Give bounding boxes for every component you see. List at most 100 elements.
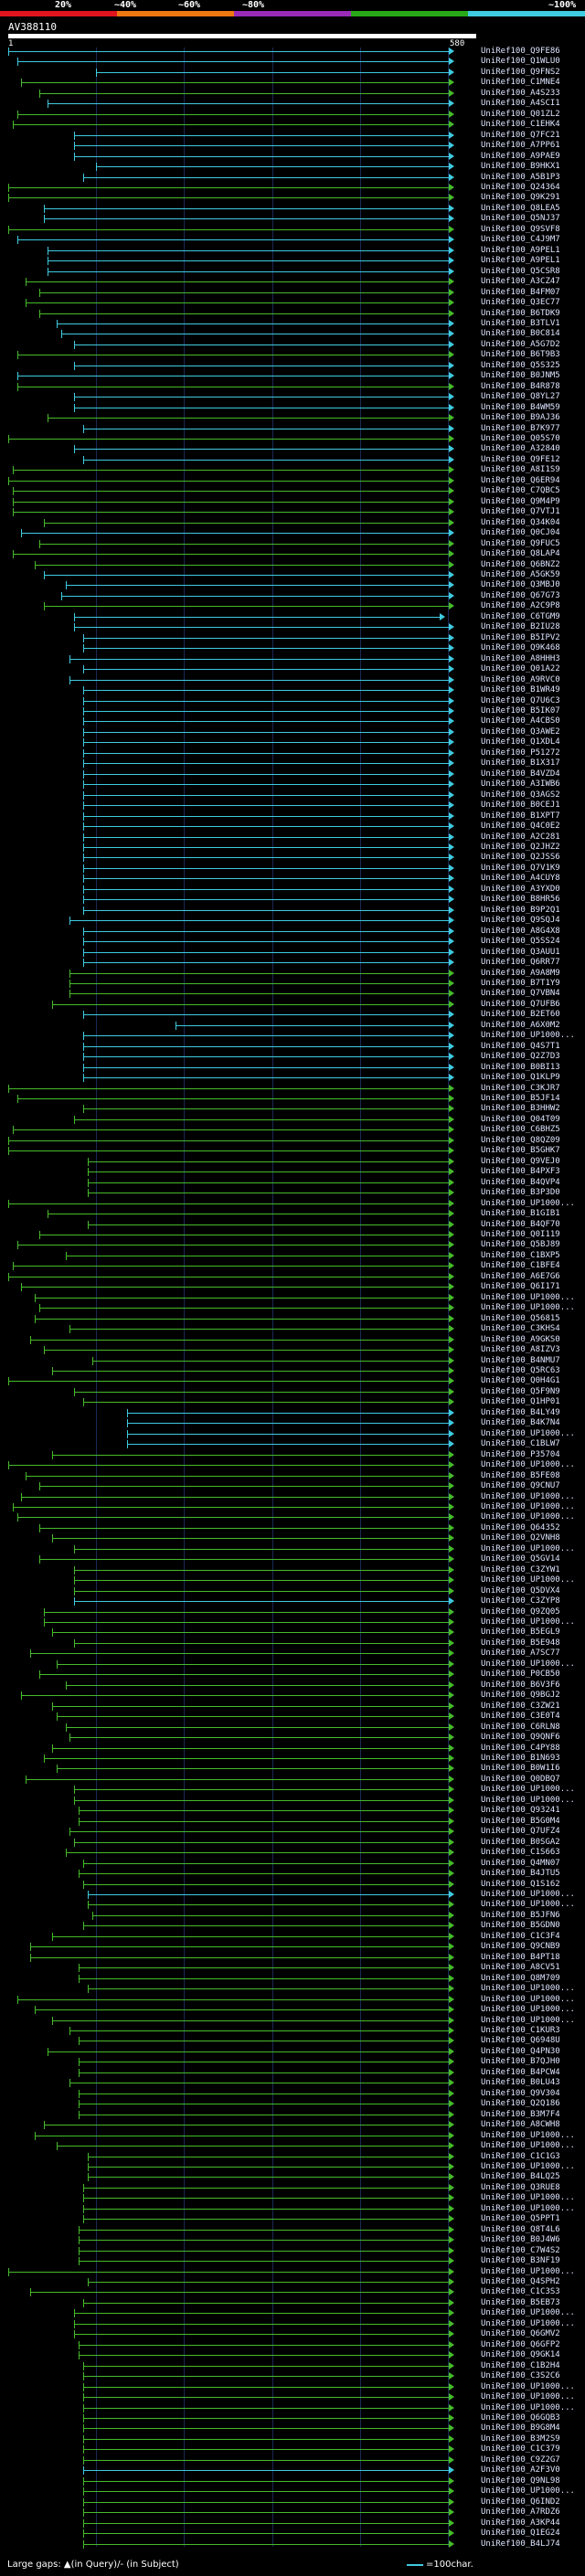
hit-label[interactable]: UniRef100_Q7VBN4	[481, 989, 560, 999]
hit-label[interactable]: UniRef100_C1B2H4	[481, 2360, 560, 2370]
hit-label[interactable]: UniRef100_UP1000...	[481, 2005, 575, 2015]
hit-line[interactable]	[74, 1642, 449, 1644]
hit-label[interactable]: UniRef100_Q9CNU7	[481, 1481, 560, 1491]
hit-label[interactable]: UniRef100_Q5F9N9	[481, 1386, 560, 1396]
hit-label[interactable]: UniRef100_A8CV51	[481, 1963, 560, 1973]
hit-line[interactable]	[30, 1653, 449, 1655]
hit-line[interactable]	[87, 2166, 449, 2168]
hit-line[interactable]	[87, 1171, 449, 1173]
hit-label[interactable]: UniRef100_B0W1I6	[481, 1764, 560, 1774]
hit-label[interactable]: UniRef100_B1N693	[481, 1754, 560, 1764]
hit-label[interactable]: UniRef100_B4LJ74	[481, 2539, 560, 2549]
hit-label[interactable]: UniRef100_C7QBC5	[481, 486, 560, 496]
hit-label[interactable]: UniRef100_B1X317	[481, 758, 560, 769]
hit-label[interactable]: UniRef100_A7PP61	[481, 141, 560, 151]
hit-label[interactable]: UniRef100_UP1000...	[481, 1031, 575, 1041]
hit-label[interactable]: UniRef100_P35704	[481, 1449, 560, 1459]
hit-label[interactable]: UniRef100_B9AJ36	[481, 413, 560, 423]
hit-line[interactable]	[69, 1329, 449, 1330]
hit-label[interactable]: UniRef100_P0CB50	[481, 1670, 560, 1680]
hit-label[interactable]: UniRef100_C3KHS4	[481, 1324, 560, 1334]
hit-label[interactable]: UniRef100_B4LY49	[481, 1407, 560, 1417]
hit-label[interactable]: UniRef100_B0SGA2	[481, 1837, 560, 1847]
hit-line[interactable]	[69, 658, 449, 660]
hit-label[interactable]: UniRef100_B4K7N4	[481, 1418, 560, 1428]
hit-line[interactable]	[82, 648, 449, 650]
hit-label[interactable]: UniRef100_Q9BGJ2	[481, 1691, 560, 1701]
hit-line[interactable]	[82, 637, 449, 639]
hit-line[interactable]	[87, 1904, 449, 1906]
hit-label[interactable]: UniRef100_Q1KLP9	[481, 1073, 560, 1083]
hit-line[interactable]	[82, 742, 449, 744]
hit-line[interactable]	[82, 2501, 449, 2503]
hit-line[interactable]	[8, 439, 449, 440]
hit-label[interactable]: UniRef100_Q4PN30	[481, 2046, 560, 2056]
hit-line[interactable]	[82, 731, 449, 733]
hit-label[interactable]: UniRef100_A8I1S9	[481, 465, 560, 475]
hit-label[interactable]: UniRef100_P51272	[481, 747, 560, 758]
hit-line[interactable]	[57, 323, 449, 324]
hit-line[interactable]	[82, 888, 449, 890]
hit-label[interactable]: UniRef100_UP1000...	[481, 2318, 575, 2328]
hit-label[interactable]: UniRef100_B0BI13	[481, 1062, 560, 1072]
hit-line[interactable]	[57, 2146, 449, 2147]
hit-line[interactable]	[82, 2428, 449, 2430]
hit-line[interactable]	[74, 1548, 449, 1550]
hit-line[interactable]	[82, 815, 449, 817]
hit-line[interactable]	[79, 2072, 449, 2073]
hit-label[interactable]: UniRef100_C7W4S2	[481, 2245, 560, 2255]
hit-label[interactable]: UniRef100_C1BLW7	[481, 1439, 560, 1449]
hit-label[interactable]: UniRef100_UP1000...	[481, 2392, 575, 2402]
hit-label[interactable]: UniRef100_B4FM07	[481, 287, 560, 297]
hit-line[interactable]	[82, 784, 449, 786]
hit-line[interactable]	[82, 1108, 449, 1110]
hit-label[interactable]: UniRef100_Q5GV14	[481, 1554, 560, 1564]
hit-label[interactable]: UniRef100_B4QF70	[481, 1219, 560, 1229]
hit-label[interactable]: UniRef100_C3ZYP8	[481, 1596, 560, 1606]
hit-label[interactable]: UniRef100_B0LU43	[481, 2078, 560, 2088]
hit-line[interactable]	[57, 1716, 449, 1718]
hit-label[interactable]: UniRef100_B0J4W6	[481, 2235, 560, 2245]
hit-label[interactable]: UniRef100_Q4S7T1	[481, 1041, 560, 1051]
hit-line[interactable]	[82, 2208, 449, 2210]
hit-line[interactable]	[79, 2344, 449, 2346]
hit-line[interactable]	[82, 2198, 449, 2200]
hit-label[interactable]: UniRef100_Q5PPT1	[481, 2214, 560, 2224]
hit-label[interactable]: UniRef100_Q1EG24	[481, 2528, 560, 2539]
hit-label[interactable]: UniRef100_Q7VTJ1	[481, 507, 560, 517]
hit-line[interactable]	[12, 554, 449, 556]
hit-line[interactable]	[12, 512, 449, 514]
hit-line[interactable]	[79, 1873, 449, 1875]
hit-label[interactable]: UniRef100_C1BXP5	[481, 1250, 560, 1260]
hit-label[interactable]: UniRef100_UP1000...	[481, 2486, 575, 2496]
hit-line[interactable]	[38, 313, 449, 314]
hit-label[interactable]: UniRef100_B4PCW4	[481, 2067, 560, 2077]
hit-line[interactable]	[74, 2334, 449, 2336]
hit-label[interactable]: UniRef100_A4CUY8	[481, 874, 560, 884]
hit-line[interactable]	[82, 836, 449, 838]
hit-label[interactable]: UniRef100_Q01ZL2	[481, 109, 560, 119]
hit-line[interactable]	[74, 2313, 449, 2315]
hit-line[interactable]	[82, 867, 449, 869]
hit-line[interactable]	[82, 2418, 449, 2420]
hit-line[interactable]	[82, 2470, 449, 2472]
hit-label[interactable]: UniRef100_B5JF14	[481, 1094, 560, 1104]
hit-line[interactable]	[74, 134, 449, 136]
hit-line[interactable]	[79, 2229, 449, 2231]
hit-label[interactable]: UniRef100_B5FE08	[481, 1470, 560, 1480]
hit-label[interactable]: UniRef100_UP1000...	[481, 1890, 575, 1899]
hit-line[interactable]	[43, 218, 449, 220]
hit-label[interactable]: UniRef100_B2IU28	[481, 622, 560, 632]
hit-line[interactable]	[82, 2376, 449, 2378]
hit-line[interactable]	[82, 1066, 449, 1068]
hit-line[interactable]	[74, 2323, 449, 2325]
hit-label[interactable]: UniRef100_C6RLN8	[481, 1722, 560, 1732]
hit-line[interactable]	[127, 1444, 449, 1446]
hit-label[interactable]: UniRef100_Q6948U	[481, 2036, 560, 2046]
hit-line[interactable]	[82, 794, 449, 796]
hit-label[interactable]: UniRef100_C1C379	[481, 2444, 560, 2454]
hit-line[interactable]	[74, 627, 449, 629]
hit-label[interactable]: UniRef100_Q0I119	[481, 1230, 560, 1239]
hit-line[interactable]	[74, 145, 449, 147]
hit-label[interactable]: UniRef100_A3YXD0	[481, 884, 560, 894]
